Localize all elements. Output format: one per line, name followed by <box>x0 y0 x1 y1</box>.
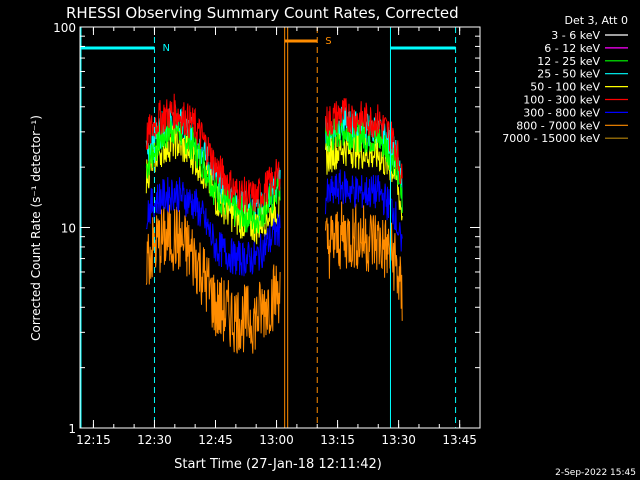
series-line <box>145 169 403 277</box>
legend-entry: 300 - 800 keV <box>523 106 600 119</box>
legend-entry: 7000 - 15000 keV <box>502 132 600 145</box>
y-axis-label: Corrected Count Rate (s⁻¹ detector⁻¹) <box>29 115 43 341</box>
annotation-label: N <box>162 43 169 54</box>
x-tick-label: 13:00 <box>259 433 294 447</box>
plot-area: NS <box>80 27 457 428</box>
chart-title: RHESSI Observing Summary Count Rates, Co… <box>66 4 459 22</box>
legend-header: Det 3, Att 0 <box>565 14 629 27</box>
axes: 12:15 12:30 12:45 13:00 13:15 13:30 13:45 1 10 10… <box>53 21 481 447</box>
series-line <box>145 93 403 213</box>
x-axis-label: Start Time (27-Jan-18 12:11:42) <box>174 457 382 472</box>
y-tick-label: 10 <box>61 222 76 236</box>
legend-entry: 25 - 50 keV <box>537 68 600 81</box>
series-line <box>145 201 403 354</box>
legend-entry: 800 - 7000 keV <box>516 119 600 132</box>
y-tick-label: 1 <box>68 422 76 436</box>
series-300-800-kev <box>145 169 403 277</box>
legend-entry: 50 - 100 keV <box>530 81 600 94</box>
annotation-label: S <box>325 36 331 47</box>
x-tick-label: 12:45 <box>198 433 233 447</box>
x-tick-label: 13:45 <box>442 433 477 447</box>
x-tick-label: 12:30 <box>137 433 172 447</box>
x-tick-label: 13:15 <box>320 433 355 447</box>
y-tick-label: 100 <box>53 21 76 35</box>
series-100-300-kev <box>145 93 403 213</box>
legend-entry: 100 - 300 keV <box>523 94 600 107</box>
legend-entry: 3 - 6 keV <box>551 29 600 42</box>
footer-date: 2-Sep-2022 15:45 <box>555 468 636 478</box>
x-tick-label: 12:15 <box>76 433 111 447</box>
legend-entry: 12 - 25 keV <box>537 55 600 68</box>
series-800-7000-kev <box>145 201 403 354</box>
x-tick-label: 13:30 <box>381 433 416 447</box>
legend-entry: 6 - 12 keV <box>544 42 600 55</box>
